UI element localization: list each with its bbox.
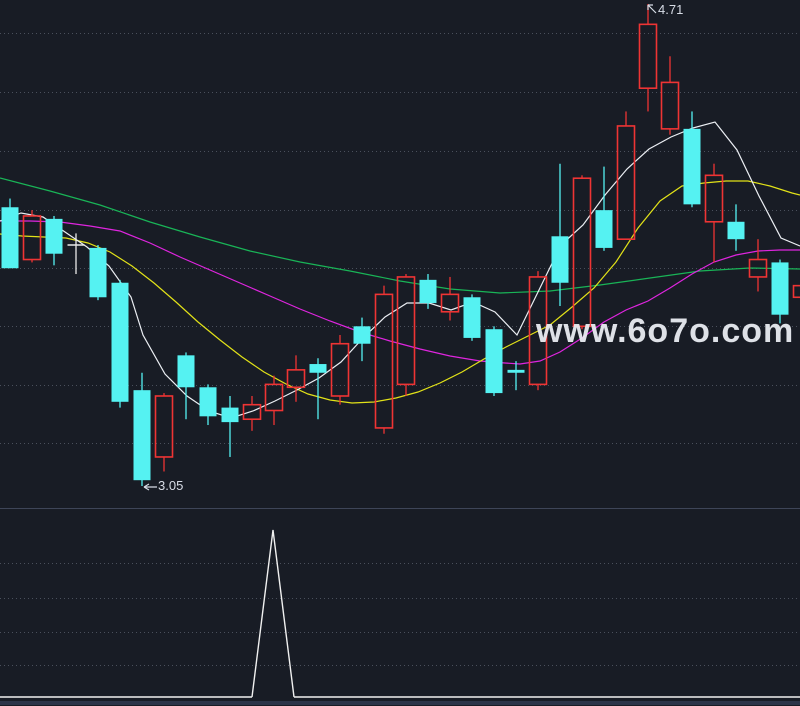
bottom-panel-strip [0, 701, 800, 705]
candle-body-up [242, 403, 262, 421]
candle-10 [221, 395, 239, 457]
candle-body-up [660, 81, 680, 130]
candle-body-down [89, 247, 107, 298]
candle-21 [463, 294, 481, 341]
candle-body-up [264, 383, 284, 412]
candle-body-up [704, 174, 724, 223]
candle-body-down [221, 407, 239, 423]
candle-36 [792, 284, 800, 299]
candle-29 [638, 4, 658, 112]
candle-2 [45, 215, 63, 266]
candle-body-down [727, 221, 745, 240]
candle-body-down [463, 297, 481, 338]
candle-16 [353, 317, 371, 362]
candle-body-down [309, 364, 327, 373]
candle-body-up [374, 293, 394, 429]
ma-slow-magenta [0, 220, 800, 365]
candle-body-down [133, 390, 151, 481]
candle-body-up [528, 276, 548, 386]
candle-body-down [111, 282, 129, 402]
candle-24 [528, 271, 548, 391]
candle-body-up [396, 276, 416, 386]
ma-mid-yellow [0, 180, 800, 404]
candle-body-up [286, 369, 306, 389]
candle-body-down [45, 218, 63, 254]
candle-22 [485, 326, 503, 396]
candle-body-down [551, 236, 569, 283]
candle-body-down [1, 207, 19, 269]
candle-18 [396, 274, 416, 396]
candle-body-down [771, 262, 789, 315]
candle-6 [133, 372, 151, 486]
candle-body-down [199, 387, 217, 417]
candle-9 [199, 384, 217, 426]
candle-25 [551, 163, 569, 306]
candle-15 [330, 335, 350, 405]
candle-11 [242, 395, 262, 431]
candle-body-up [154, 395, 174, 458]
candle-body-down [419, 279, 437, 304]
candle-body-down [595, 210, 613, 248]
candle-body-down [353, 326, 371, 344]
candle-4 [89, 245, 107, 301]
candle-body-up [22, 215, 42, 261]
candlesticks [1, 4, 800, 486]
high-price-label: 4.71 [658, 2, 684, 17]
watermark: www.6o7o.com [536, 312, 795, 350]
candle-14 [309, 358, 327, 420]
candle-body-up [440, 293, 460, 313]
candle-31 [683, 111, 701, 208]
signal-spike-triangle [251, 529, 295, 698]
candle-30 [660, 56, 680, 135]
candle-5 [111, 279, 129, 408]
candle-body-up [638, 23, 658, 90]
candle-body-down [485, 329, 503, 394]
ma-long-green [0, 177, 800, 294]
candle-body-up [792, 284, 800, 299]
candle-19 [419, 274, 437, 309]
low-price-arrow-icon [143, 483, 157, 491]
candle-35 [771, 259, 789, 324]
candle-body-up [748, 258, 768, 278]
candle-23 [507, 361, 525, 391]
candle-32 [704, 163, 724, 263]
candle-body-down [683, 128, 701, 205]
candle-33 [727, 204, 745, 251]
candle-20 [440, 276, 460, 321]
low-price-label: 3.05 [158, 478, 184, 493]
candle-8 [177, 352, 195, 420]
candle-body-up [616, 125, 636, 240]
candle-17 [374, 285, 394, 434]
candle-34 [748, 239, 768, 292]
candle-27 [595, 166, 613, 251]
candle-26 [572, 175, 592, 330]
ma-fast-white [0, 121, 800, 419]
candle-body-up [330, 342, 350, 397]
candle-12 [264, 375, 284, 426]
candle-3 [67, 233, 85, 275]
candle-body-down [177, 355, 195, 388]
candle-0 [1, 198, 19, 269]
candle-body-down [507, 369, 525, 373]
gridlines [0, 33, 800, 666]
candle-13 [286, 355, 306, 402]
moving-average-lines [0, 121, 800, 419]
high-price-arrow-icon [647, 4, 657, 14]
candle-28 [616, 111, 636, 240]
candle-1 [22, 210, 42, 263]
candle-7 [154, 393, 174, 472]
indicator-signal [0, 529, 800, 698]
candle-body-up [572, 177, 592, 328]
